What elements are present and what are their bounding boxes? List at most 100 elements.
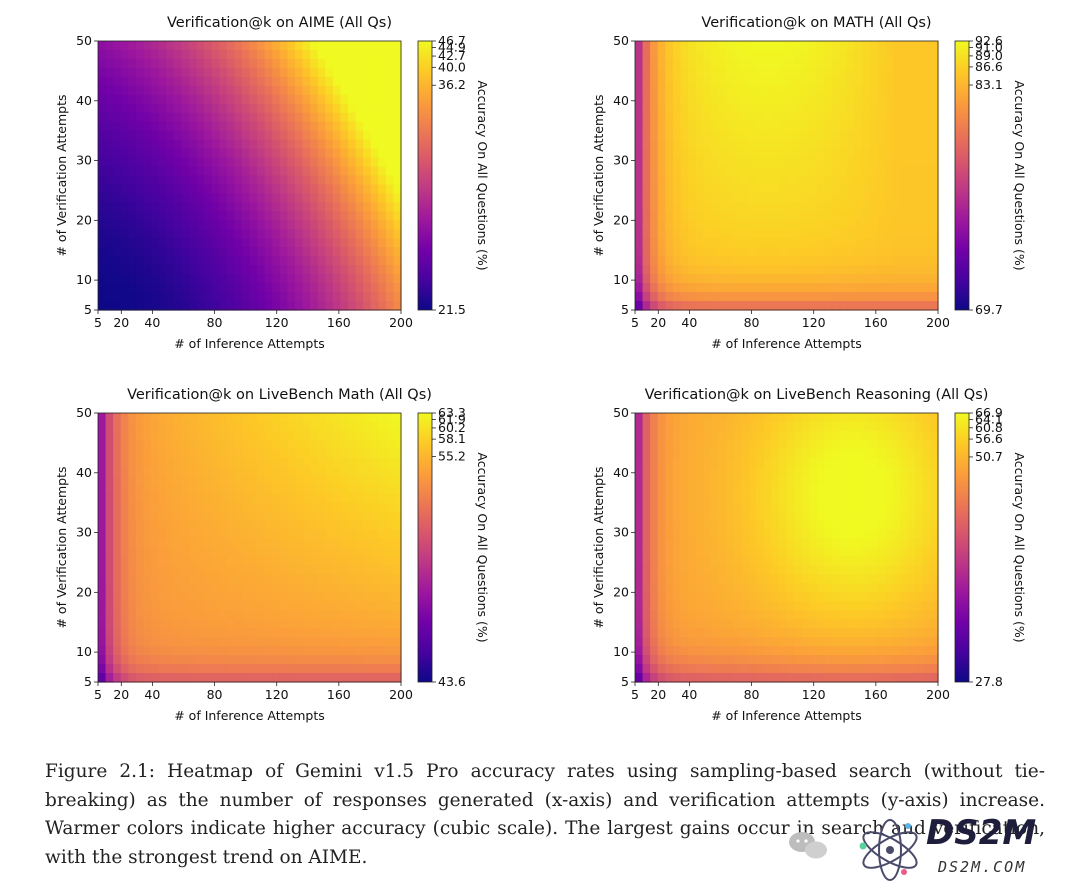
heatmap-cell <box>211 421 220 432</box>
heatmap-cell <box>211 556 220 567</box>
heatmap-cell <box>900 457 909 468</box>
heatmap-cell <box>862 85 871 96</box>
heatmap-cell <box>710 673 719 683</box>
heatmap-cell <box>113 148 122 159</box>
heatmap-cell <box>862 157 871 168</box>
heatmap-cell <box>900 556 909 567</box>
heatmap-cell <box>347 166 357 177</box>
heatmap-cell <box>249 166 258 177</box>
heatmap-cell <box>363 238 372 248</box>
heatmap-cell <box>393 76 402 87</box>
heatmap-cell <box>756 574 765 584</box>
heatmap-cell <box>915 184 924 195</box>
heatmap-cell <box>915 85 924 96</box>
heatmap-cell <box>204 439 213 450</box>
heatmap-cell <box>340 130 349 141</box>
heatmap-cell <box>688 238 697 248</box>
heatmap-cell <box>892 148 901 159</box>
heatmap-cell <box>219 184 228 195</box>
heatmap-cell <box>680 157 689 168</box>
heatmap-cell <box>884 583 894 593</box>
heatmap-cell <box>219 664 228 674</box>
heatmap-cell <box>113 256 122 266</box>
heatmap-cell <box>695 565 704 575</box>
heatmap-cell <box>650 202 659 212</box>
heatmap-cell <box>363 601 372 611</box>
heatmap-cell <box>741 448 750 459</box>
heatmap-cell <box>862 529 871 540</box>
heatmap-cell <box>378 139 387 150</box>
heatmap-cell <box>120 58 129 69</box>
heatmap-cell <box>272 292 281 302</box>
heatmap-cell <box>211 457 220 468</box>
heatmap-cell <box>824 148 833 159</box>
heatmap-cell <box>907 646 916 656</box>
heatmap-cell <box>211 121 220 132</box>
heatmap-cell <box>234 655 243 665</box>
heatmap-cell <box>847 238 856 248</box>
heatmap-cell <box>151 94 160 105</box>
heatmap-cell <box>642 94 651 105</box>
heatmap-cell <box>135 646 145 656</box>
heatmap-cell <box>249 211 258 221</box>
heatmap-cell <box>241 529 251 540</box>
heatmap-cell <box>257 547 266 558</box>
heatmap-cell <box>816 85 825 96</box>
heatmap-cell <box>869 655 879 665</box>
heatmap-cell <box>771 94 780 105</box>
heatmap-cell <box>317 592 326 602</box>
heatmap-cell <box>385 511 395 522</box>
heatmap-cell <box>98 211 107 221</box>
heatmap-cell <box>363 565 372 575</box>
heatmap-cell <box>385 430 395 441</box>
heatmap-cell <box>748 511 757 522</box>
heatmap-cell <box>294 76 304 87</box>
heatmap-cell <box>272 565 281 575</box>
heatmap-cell <box>166 421 175 432</box>
heatmap-cell <box>824 574 833 584</box>
heatmap-cell <box>748 49 757 60</box>
heatmap-cell <box>862 511 871 522</box>
heatmap-cell <box>378 247 387 257</box>
heatmap-cell <box>234 520 243 531</box>
heatmap-cell <box>317 103 326 114</box>
heatmap-cell <box>173 574 182 584</box>
heatmap-cell <box>915 103 924 114</box>
heatmap-cell <box>340 556 349 567</box>
heatmap-cell <box>635 301 644 311</box>
heatmap-cell <box>226 502 235 513</box>
heatmap-cell <box>279 655 288 665</box>
heatmap-cell <box>302 484 311 495</box>
heatmap-cell <box>105 529 114 540</box>
heatmap-cell <box>642 619 651 629</box>
heatmap-cell <box>317 601 326 611</box>
heatmap-cell <box>272 301 281 311</box>
heatmap-cell <box>839 157 848 168</box>
heatmap-cell <box>234 166 243 177</box>
heatmap-cell <box>173 448 182 459</box>
heatmap-cell <box>355 583 364 593</box>
heatmap-cell <box>786 538 795 549</box>
heatmap-cell <box>249 502 258 513</box>
heatmap-cell <box>816 292 825 302</box>
colorbar-tick-label: 40.0 <box>438 59 466 74</box>
heatmap-cell <box>824 166 833 177</box>
heatmap-cell <box>763 58 772 69</box>
heatmap-cell <box>219 121 228 132</box>
heatmap-cell <box>688 265 697 275</box>
heatmap-cell <box>385 655 395 665</box>
heatmap-cell <box>264 139 273 150</box>
heatmap-cell <box>930 211 939 221</box>
heatmap-cell <box>816 619 825 629</box>
heatmap-cell <box>657 574 666 584</box>
heatmap-cell <box>831 238 841 248</box>
heatmap-cell <box>158 673 167 683</box>
heatmap-cell <box>771 247 780 257</box>
heatmap-cell <box>294 637 304 647</box>
heatmap-cell <box>196 58 205 69</box>
heatmap-cell <box>257 610 266 620</box>
heatmap-cell <box>363 121 372 132</box>
y-tick-label: 20 <box>76 584 92 599</box>
heatmap-cell <box>657 130 666 141</box>
heatmap-cell <box>363 85 372 96</box>
